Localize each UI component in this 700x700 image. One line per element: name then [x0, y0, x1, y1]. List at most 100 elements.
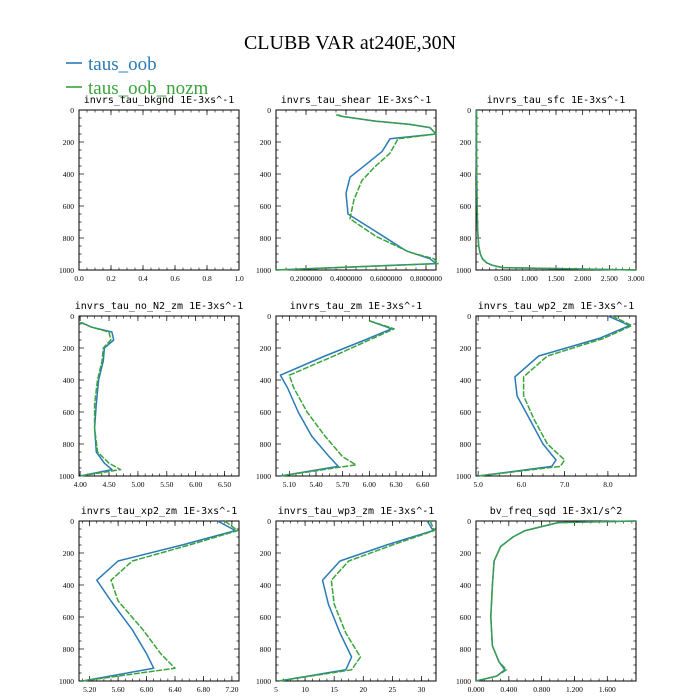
panel-1: invrs_tau_bkgnd 1E-3xs^-1 0 200 400 600 800 10… [59, 95, 244, 283]
panel-title: invrs_tau_sfc 1E-3xs^-1 [487, 95, 625, 106]
x-tick-label: 1.000 [521, 274, 538, 283]
y-tick-label: 800 [260, 234, 272, 243]
plot-frame [475, 109, 637, 271]
x-tick-label: 0.6000000 [370, 274, 402, 283]
x-tick-label: 0.4 [138, 274, 148, 283]
series-line-taus-oob [80, 321, 115, 477]
x-tick-label: 0.2 [106, 274, 116, 283]
y-tick-label: 200 [260, 549, 272, 558]
y-tick-label: 800 [63, 645, 75, 654]
y-tick-label: 200 [63, 138, 75, 147]
x-tick-label: 5.00 [131, 480, 144, 489]
y-tick-label: 1000 [256, 472, 271, 481]
x-tick-label: 20 [360, 685, 368, 694]
series-line-taus-oob-nozm [82, 520, 239, 682]
series-line-taus-oob-nozm [280, 320, 395, 477]
y-tick-label: 800 [460, 234, 472, 243]
x-tick-label: 5 [274, 685, 278, 694]
y-tick-label: 600 [63, 408, 75, 417]
y-tick-label: 1000 [456, 472, 471, 481]
x-tick-label: 0.6 [170, 274, 180, 283]
y-tick-label: 400 [460, 170, 472, 179]
panel-title: invrs_tau_no_N2_zm 1E-3xs^-1 [75, 301, 244, 312]
x-tick-label: 4.50 [102, 480, 115, 489]
y-tick-label: 800 [63, 234, 75, 243]
y-tick-label: 800 [260, 645, 272, 654]
x-tick-label: 25 [389, 685, 397, 694]
x-tick-label: 4.00 [74, 480, 87, 489]
x-tick-label: 7.20 [225, 685, 238, 694]
y-tick-label: 400 [460, 376, 472, 385]
y-tick-label: 200 [460, 138, 472, 147]
x-tick-label: 0.000 [468, 685, 485, 694]
x-tick-label: 6.00 [189, 480, 202, 489]
y-tick-label: 600 [260, 408, 272, 417]
y-tick-label: 800 [460, 440, 472, 449]
x-tick-label: 0.4000000 [330, 274, 362, 283]
y-tick-label: 200 [460, 549, 472, 558]
plot-frame [475, 520, 637, 682]
x-tick-label: 0.8000000 [410, 274, 442, 283]
x-tick-label: 8.0 [603, 480, 613, 489]
panel-title: invrs_tau_xp2_zm 1E-3xs^-1 [81, 506, 238, 517]
x-tick-label: 2.000 [574, 274, 591, 283]
y-tick-label: 400 [63, 170, 75, 179]
x-tick-label: 2.500 [601, 274, 618, 283]
x-tick-label: 5.60 [112, 685, 125, 694]
plot-frame [275, 315, 437, 477]
x-tick-label: 6.0 [517, 480, 527, 489]
panel-title: bv_freq_sqd 1E-3x1/s^2 [490, 506, 622, 517]
y-tick-label: 0 [467, 106, 471, 115]
x-tick-label: 6.30 [389, 480, 402, 489]
x-tick-label: 1.0 [234, 274, 244, 283]
panel-2: invrs_tau_shear 1E-3xs^-1 0 200 400 600 800 10… [256, 95, 442, 283]
x-tick-label: 10 [301, 685, 309, 694]
panel-7: invrs_tau_xp2_zm 1E-3xs^-1 0 200 400 600 800 1… [59, 506, 240, 694]
y-tick-label: 400 [260, 376, 272, 385]
x-tick-label: 6.40 [168, 685, 181, 694]
y-tick-label: 1000 [456, 677, 471, 686]
series-line-taus-oob-nozm [475, 110, 637, 271]
series-line-taus-oob-nozm [478, 315, 633, 477]
figure-title: CLUBB VAR at240E,30N [244, 32, 456, 54]
panel-title: invrs_tau_wp3_zm 1E-3xs^-1 [278, 506, 435, 517]
y-tick-label: 0 [267, 106, 271, 115]
y-tick-label: 0 [70, 106, 74, 115]
y-tick-label: 200 [63, 549, 75, 558]
y-tick-label: 600 [460, 613, 472, 622]
x-tick-label: 6.50 [218, 480, 231, 489]
series-line-taus-oob [278, 520, 434, 682]
x-tick-label: 5.0 [473, 480, 483, 489]
x-tick-label: 0.0 [74, 274, 84, 283]
panel-title: invrs_tau_bkgnd 1E-3xs^-1 [84, 95, 235, 106]
y-tick-label: 600 [260, 613, 272, 622]
legend-label-taus-oob-nozm: taus_oob_nozm [88, 78, 209, 99]
y-tick-label: 200 [460, 344, 472, 353]
y-tick-label: 400 [460, 581, 472, 590]
x-tick-label: 0.800 [533, 685, 550, 694]
panel-title: invrs_tau_zm 1E-3xs^-1 [290, 301, 422, 312]
y-tick-label: 200 [260, 138, 272, 147]
series-line-taus-oob-nozm [475, 520, 637, 682]
plot-frame [78, 315, 240, 477]
y-tick-label: 400 [260, 170, 272, 179]
x-tick-label: 5.70 [336, 480, 349, 489]
x-tick-label: 1.200 [566, 685, 583, 694]
panel-9: bv_freq_sqd 1E-3x1/s^2020040060080010000… [456, 506, 637, 694]
y-tick-label: 800 [63, 440, 75, 449]
y-tick-label: 600 [260, 202, 272, 211]
x-tick-label: 3.000 [628, 274, 645, 283]
series-line-taus-oob [275, 114, 437, 271]
x-tick-label: 6.00 [140, 685, 153, 694]
y-tick-label: 600 [63, 202, 75, 211]
x-tick-label: 5.50 [160, 480, 173, 489]
y-tick-label: 600 [63, 613, 75, 622]
y-tick-label: 800 [260, 440, 272, 449]
x-tick-label: 15 [330, 685, 338, 694]
x-tick-label: 6.00 [363, 480, 376, 489]
y-tick-label: 1000 [59, 677, 74, 686]
series-line-taus-oob [279, 320, 393, 477]
y-tick-label: 200 [63, 344, 75, 353]
series-line-taus-oob [478, 315, 631, 477]
series-line-taus-oob [475, 110, 637, 271]
